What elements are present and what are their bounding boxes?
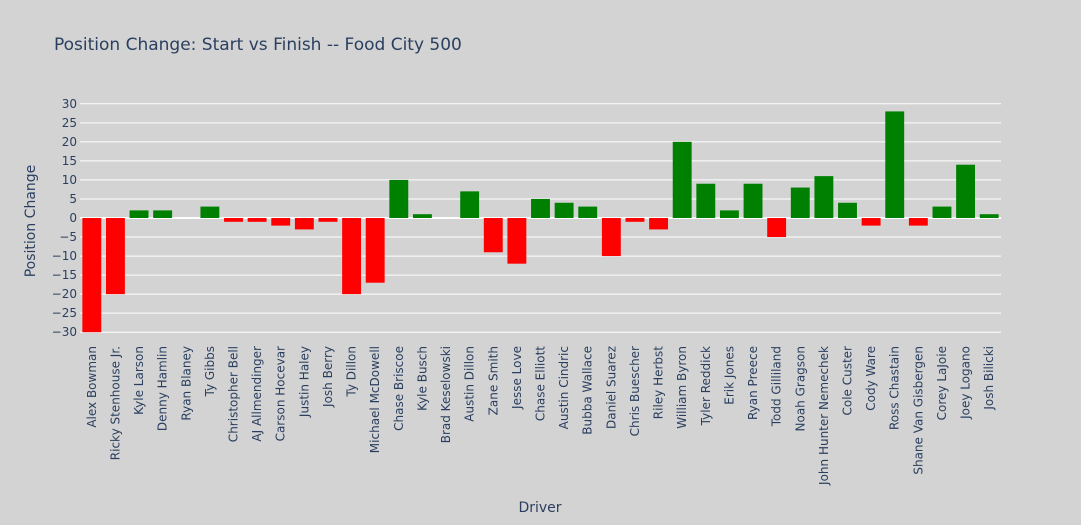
x-tick-label: Austin Cindric [557, 346, 571, 429]
chart-title: Position Change: Start vs Finish -- Food… [54, 35, 462, 55]
bar [342, 218, 362, 295]
x-tick-label: Kyle Larson [132, 346, 146, 415]
y-tick-label: −10 [52, 249, 77, 263]
y-tick-label: 10 [62, 173, 77, 187]
x-tick-label: Josh Bilicki [982, 346, 996, 411]
x-tick-label: Chase Elliott [534, 346, 548, 421]
bar [956, 164, 976, 218]
bar [318, 218, 338, 222]
bar [649, 218, 669, 230]
bar [672, 141, 692, 218]
y-tick-label: −15 [52, 268, 77, 282]
x-tick-label: Ross Chastain [888, 346, 902, 430]
bar [767, 218, 787, 238]
bar [531, 198, 550, 218]
y-tick-label: 25 [62, 116, 77, 130]
bar [412, 214, 432, 218]
x-tick-label: Riley Herbst [652, 346, 666, 420]
x-tick-label: Shane Van Gisbergen [911, 346, 925, 475]
x-tick-label: Christopher Bell [227, 346, 241, 442]
x-tick-label: Michael McDowell [368, 346, 382, 453]
x-tick-label: William Byron [675, 346, 689, 429]
bar [554, 202, 574, 218]
x-tick-label: Noah Gragson [793, 346, 807, 432]
bar [838, 202, 857, 218]
x-tick-label: Daniel Suarez [604, 346, 618, 429]
bar [483, 218, 503, 253]
bar [908, 218, 928, 226]
x-axis-ticks: Alex Bowman Ricky Stenhouse Jr. Kyle Larso… [85, 346, 996, 486]
x-tick-label: Carson Hocevar [274, 346, 288, 441]
x-tick-label: Ryan Preece [746, 346, 760, 420]
x-tick-label: Corey LaJoie [935, 346, 949, 420]
bar [247, 218, 267, 222]
bar [932, 206, 952, 218]
bar [200, 206, 220, 218]
bar [719, 210, 739, 218]
x-tick-label: Jesse Love [510, 346, 524, 410]
x-tick-label: Ty Dillon [345, 346, 359, 398]
bar [82, 218, 102, 333]
bar [224, 218, 243, 222]
bars [82, 111, 999, 333]
bar [389, 179, 409, 218]
bar [979, 214, 999, 218]
x-tick-label: AJ Allmendinger [250, 346, 264, 442]
x-tick-label: Chase Briscoe [392, 346, 406, 431]
y-axis-title: Position Change [23, 165, 39, 278]
bar [625, 218, 645, 222]
bar [743, 183, 763, 218]
bar [460, 191, 480, 218]
x-tick-label: Josh Berry [321, 346, 335, 408]
x-tick-label: Chris Buescher [628, 346, 642, 436]
x-tick-label: Ryan Blaney [179, 346, 193, 421]
x-tick-label: Todd Gilliland [770, 346, 784, 427]
bar [105, 218, 125, 295]
x-tick-label: Ty Gibbs [203, 346, 217, 398]
bar [790, 187, 810, 218]
y-tick-label: −5 [59, 230, 77, 244]
x-tick-label: Ricky Stenhouse Jr. [108, 346, 122, 460]
y-tick-label: 0 [69, 211, 77, 225]
y-tick-label: 20 [62, 135, 77, 149]
y-tick-label: 30 [62, 97, 77, 111]
bar [578, 206, 598, 218]
x-tick-label: Tyler Reddick [699, 346, 713, 426]
x-tick-label: Cole Custer [841, 346, 855, 416]
bar [861, 218, 881, 226]
y-tick-label: 5 [69, 192, 77, 206]
bar [129, 210, 149, 218]
x-tick-label: Erik Jones [722, 346, 736, 405]
x-tick-label: Denny Hamlin [156, 346, 170, 431]
y-tick-label: −25 [52, 306, 77, 320]
bar [294, 218, 314, 230]
x-tick-label: Austin Dillon [463, 346, 477, 422]
bar [507, 218, 527, 264]
x-axis-title: Driver [518, 500, 561, 516]
bar [153, 210, 173, 218]
y-tick-label: 15 [62, 154, 77, 168]
x-tick-label: John Hunter Nemechek [817, 346, 831, 486]
bar [696, 183, 716, 218]
x-tick-label: Kyle Busch [415, 346, 429, 411]
bar [814, 176, 834, 218]
bar [365, 218, 385, 283]
y-tick-label: −30 [52, 325, 77, 339]
bar [271, 218, 291, 226]
bar [885, 111, 905, 218]
x-tick-label: Alex Bowman [85, 346, 99, 428]
x-tick-label: Bubba Wallace [581, 346, 595, 435]
x-tick-label: Zane Smith [486, 346, 500, 415]
bar [601, 218, 621, 257]
x-tick-label: Justin Haley [297, 346, 311, 418]
y-tick-label: −20 [52, 287, 77, 301]
y-axis-ticks: −30 −25 −20 −15 −10 −5 0 5 10 15 20 25 30 [52, 97, 77, 339]
x-tick-label: Joey Logano [959, 346, 973, 420]
x-tick-label: Brad Keselowski [439, 346, 453, 443]
x-tick-label: Cody Ware [864, 346, 878, 411]
